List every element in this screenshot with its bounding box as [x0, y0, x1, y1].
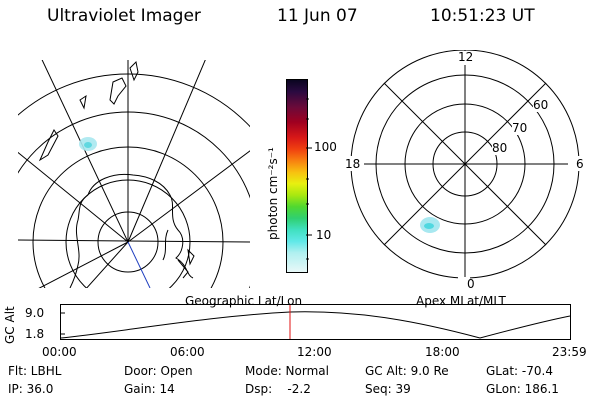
mlat-label-60: 60	[533, 98, 549, 112]
time-label: 10:51:23 UT	[430, 6, 535, 26]
mlt-label-0: 0	[467, 277, 475, 291]
gain-status: Gain: 14	[124, 382, 175, 396]
time-tick-1800: 18:00	[425, 345, 460, 359]
glon-status: GLon: 186.1	[486, 382, 559, 396]
colorbar-ticks	[306, 98, 312, 260]
colorbar-tick-100: 100	[314, 140, 337, 154]
glat-status: GLat: -70.4	[486, 364, 553, 378]
dsp-status: Dsp: -2.2	[245, 382, 311, 396]
mlat-label-80: 80	[492, 141, 508, 155]
time-tick-2359: 23:59	[552, 345, 587, 359]
altitude-ylabel: GC Alt	[3, 306, 17, 344]
geographic-map	[18, 60, 250, 288]
mode-status: Mode: Normal	[245, 364, 329, 378]
altitude-ytick-1: 1.8	[25, 327, 45, 341]
time-tick-0600: 06:00	[170, 345, 205, 359]
ip-status: IP: 36.0	[8, 382, 54, 396]
door-status: Door: Open	[124, 364, 193, 378]
mlat-label-70: 70	[512, 121, 528, 135]
date-label: 11 Jun 07	[277, 6, 358, 26]
time-tick-0000: 00:00	[42, 345, 77, 359]
polar-plot	[344, 50, 580, 291]
mlt-label-12: 12	[458, 50, 474, 64]
sequence-status: Seq: 39	[365, 382, 411, 396]
time-tick-1200: 12:00	[297, 345, 332, 359]
app-title: Ultraviolet Imager	[47, 6, 201, 26]
colorbar-unit-label: photon cm⁻²s⁻¹	[266, 147, 280, 240]
altitude-ytick-9: 9.0	[25, 306, 45, 320]
mlt-label-18: 18	[345, 157, 361, 171]
colorbar-tick-10: 10	[316, 228, 332, 242]
gc-altitude-status: GC Alt: 9.0 Re	[365, 364, 449, 378]
mlt-label-6: 6	[576, 157, 584, 171]
filter-status: Flt: LBHL	[8, 364, 62, 378]
altitude-plot	[60, 304, 571, 340]
colorbar	[286, 79, 308, 273]
